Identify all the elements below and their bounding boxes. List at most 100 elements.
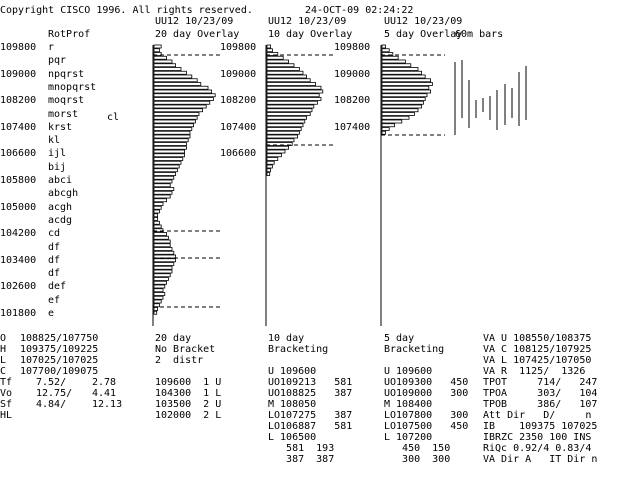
profile10-bar bbox=[266, 160, 275, 165]
profile20-bar bbox=[153, 115, 198, 120]
profile20-bar bbox=[153, 134, 191, 139]
rotation-letter-row: ef bbox=[48, 294, 61, 306]
profile10-bar bbox=[266, 164, 273, 169]
c5-row: 450 150 bbox=[384, 443, 451, 454]
rotation-letter-row: acgh bbox=[48, 201, 73, 213]
stat-b: 12.13 bbox=[92, 399, 123, 410]
profile20-bar bbox=[153, 67, 182, 71]
profile20-bar bbox=[153, 138, 189, 143]
profile5-bar bbox=[381, 123, 396, 128]
ohlc-key: C bbox=[0, 366, 7, 377]
price-label: 106600 bbox=[0, 148, 37, 160]
va-stat-row: TPOB 386/ 107 bbox=[483, 399, 598, 410]
profile20-bar bbox=[153, 100, 211, 105]
profile10-bar bbox=[266, 82, 316, 86]
c10-row: 387 387 bbox=[268, 454, 335, 465]
profile10-bar bbox=[266, 74, 307, 79]
rotprof-marker: cl bbox=[107, 112, 120, 123]
panel-10-title: 10 day Overlay bbox=[268, 29, 353, 40]
ohlc-value: 107700/109075 bbox=[20, 366, 99, 377]
profile20-bar bbox=[153, 220, 160, 225]
c10-row: LO107275 387 bbox=[268, 410, 353, 421]
va-stat-row: IBRZC 2350 100 INS bbox=[483, 432, 592, 443]
panel-5-title: 5 day Overlay bbox=[384, 29, 463, 40]
rotation-letter-row: kl bbox=[48, 135, 61, 147]
profile20-bar bbox=[153, 127, 193, 131]
ohlc-value: 107025/107025 bbox=[20, 355, 99, 366]
datetime-text: 24-OCT-09 02:24:22 bbox=[305, 5, 414, 16]
profile20-bar bbox=[153, 299, 162, 304]
profile20-bar bbox=[153, 254, 177, 259]
profile20-bar bbox=[153, 48, 160, 53]
profile20-bar bbox=[153, 310, 158, 315]
va-stat-row: VA Dir A IT Dir n bbox=[483, 454, 598, 465]
profile5-bar bbox=[381, 127, 390, 131]
profile5-bar bbox=[381, 100, 424, 105]
profile10-bar bbox=[266, 52, 279, 56]
profile5-bar bbox=[381, 112, 415, 116]
profile20-bar bbox=[153, 55, 168, 60]
stat-b: 4.41 bbox=[92, 388, 117, 399]
profile20-bar bbox=[153, 74, 193, 79]
profile5-bar bbox=[381, 52, 394, 56]
c20-distr: 2 distr bbox=[155, 355, 204, 366]
rotation-letter-row: df bbox=[48, 241, 61, 253]
overlay20-price: 106600 bbox=[220, 148, 257, 160]
profile5-bar bbox=[381, 55, 399, 60]
ohlc-key: L bbox=[0, 355, 7, 366]
c5-status: Bracketing bbox=[384, 344, 445, 355]
c5-row: 300 300 bbox=[384, 454, 451, 465]
profile10-bar bbox=[266, 108, 313, 113]
profile10-bar bbox=[266, 130, 300, 135]
profile20-bar bbox=[153, 78, 198, 83]
profile20-bar bbox=[153, 205, 162, 210]
profile20-bar bbox=[153, 202, 164, 206]
overlay20-price: 108200 bbox=[220, 95, 257, 107]
profile10-bar bbox=[266, 67, 300, 71]
profile10-bar bbox=[266, 89, 324, 94]
profile10-bar bbox=[266, 138, 295, 143]
profile20-bar bbox=[153, 277, 169, 281]
profile10-bar bbox=[266, 172, 271, 176]
rotation-letter-row: df bbox=[48, 268, 61, 280]
profile20-bar bbox=[153, 44, 162, 49]
profile20-bar bbox=[153, 213, 158, 218]
profile5-bar bbox=[381, 78, 431, 83]
profile10-bar bbox=[266, 93, 320, 98]
profile20-bar bbox=[153, 194, 171, 199]
profile5-bar bbox=[381, 48, 390, 53]
profile20-bar bbox=[153, 123, 194, 128]
profile20-bar bbox=[153, 93, 216, 98]
profile10-bar bbox=[266, 119, 306, 124]
profile20-bar bbox=[153, 63, 177, 68]
overlay20-price: 109800 bbox=[220, 42, 257, 53]
rotation-letter-row: krst bbox=[48, 121, 73, 133]
c10-row: U 109600 bbox=[268, 366, 317, 377]
profile20-bar bbox=[153, 153, 186, 158]
ohlc-key: O bbox=[0, 333, 7, 344]
rotation-letter-row: pqr bbox=[48, 55, 67, 67]
profile20-bar bbox=[153, 52, 162, 56]
profile20-bar bbox=[153, 262, 175, 266]
profile10-bar bbox=[266, 115, 307, 120]
profile5-bar bbox=[381, 115, 410, 120]
profile5-bar bbox=[381, 93, 428, 98]
rotation-letter-row: def bbox=[48, 281, 67, 293]
profile10-bar bbox=[266, 78, 311, 83]
rotation-letter-row: bij bbox=[48, 161, 67, 173]
profile10-bar bbox=[266, 55, 284, 60]
c5-row: U 109600 bbox=[384, 366, 433, 377]
stat-key: Vo bbox=[0, 388, 13, 399]
profile20-bar bbox=[153, 82, 202, 86]
rotation-letter-row: acdg bbox=[48, 214, 73, 226]
rotation-letter-row: npqrst bbox=[48, 68, 85, 80]
profile20-bar bbox=[153, 284, 166, 289]
rotation-letter-row: r bbox=[48, 42, 55, 53]
profile20-bar bbox=[153, 258, 177, 263]
price-label: 107400 bbox=[0, 121, 37, 133]
c10-row: 581 193 bbox=[268, 443, 335, 454]
profile20-bar bbox=[153, 247, 173, 251]
c5-row: M 108400 bbox=[384, 399, 433, 410]
profile5-bar bbox=[381, 44, 386, 49]
